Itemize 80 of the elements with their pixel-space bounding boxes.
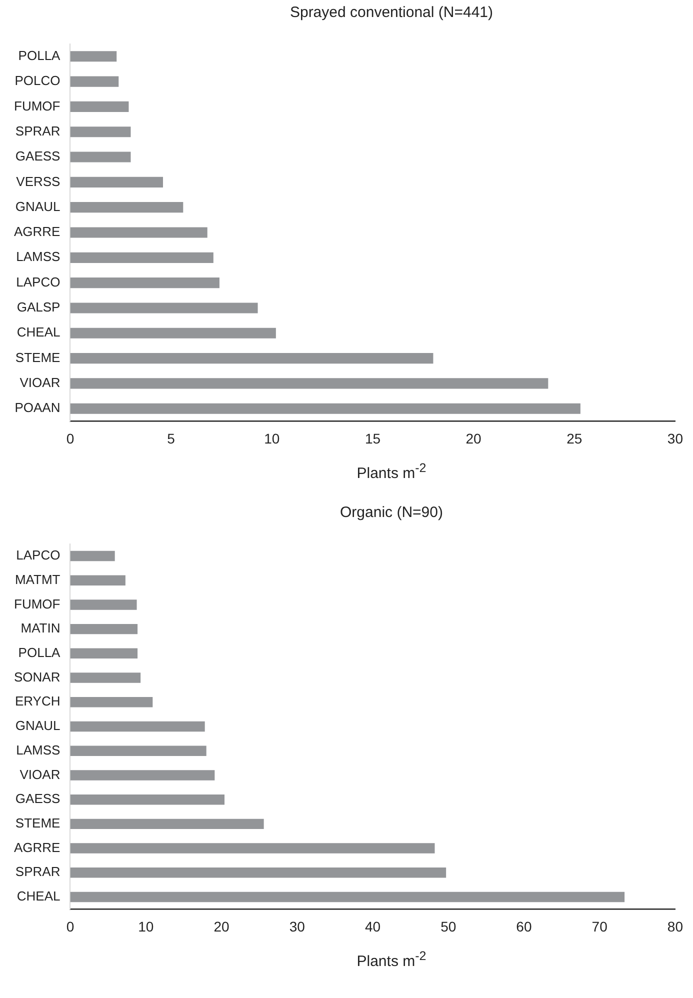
- x-tick-label: 10: [138, 918, 154, 934]
- bar: [70, 794, 224, 805]
- x-tick-label: 70: [592, 918, 608, 934]
- x-tick-label: 50: [440, 918, 456, 934]
- bar: [70, 252, 214, 263]
- y-tick-label: VERSS: [16, 174, 61, 189]
- x-tick-label: 10: [264, 430, 280, 446]
- bar: [70, 746, 206, 756]
- bar: [70, 176, 163, 188]
- bar: [70, 868, 446, 878]
- chart-title: Sprayed conventional (N=441): [288, 3, 494, 23]
- y-tick-label: STEME: [15, 350, 61, 365]
- y-tick-label: MATMT: [14, 572, 60, 587]
- y-tick-label: FUMOF: [14, 98, 60, 114]
- bar: [70, 648, 138, 659]
- bar: [70, 126, 131, 138]
- bar: [70, 892, 625, 902]
- y-tick-label: GNAUL: [15, 718, 60, 734]
- chart-title: Organic (N=90): [339, 503, 444, 523]
- bar: [70, 378, 548, 389]
- y-tick-label: MATIN: [20, 620, 60, 636]
- bar: [70, 818, 264, 830]
- y-tick-label: FUMOF: [14, 596, 60, 612]
- y-tick-label: GAESS: [15, 791, 61, 806]
- x-tick-label: 60: [516, 918, 532, 934]
- bar: [70, 672, 141, 683]
- bar: [70, 697, 153, 708]
- x-tick-label: 30: [667, 430, 684, 446]
- x-axis-title: Plants m$^{-2}$: [356, 948, 428, 972]
- x-tick-label: 5: [167, 430, 176, 446]
- y-tick-label: LAMSS: [16, 742, 61, 758]
- y-tick-label: POAAN: [14, 400, 60, 416]
- y-tick-label: GALSP: [16, 300, 60, 315]
- y-tick-label: SONAR: [14, 669, 60, 684]
- x-tick-label: 30: [289, 918, 306, 934]
- bar: [70, 575, 126, 586]
- bar: [70, 202, 184, 213]
- x-tick-label: 20: [466, 430, 482, 446]
- x-tick-label: 0: [66, 918, 74, 934]
- x-tick-label: 25: [566, 430, 582, 446]
- bar: [70, 353, 434, 364]
- y-tick-label: VIOAR: [20, 766, 60, 782]
- y-tick-label: SPRAR: [15, 864, 60, 880]
- bar: [70, 600, 137, 610]
- bar: [70, 76, 119, 87]
- bar: [70, 403, 580, 414]
- y-tick-label: POLCO: [14, 73, 60, 88]
- x-tick-label: 20: [214, 918, 230, 934]
- bar: [70, 770, 215, 780]
- bar: [70, 550, 115, 562]
- y-tick-label: LAPCO: [16, 274, 60, 290]
- y-tick-label: AGRRE: [14, 224, 61, 240]
- bar: [70, 843, 435, 854]
- x-tick-label: 15: [364, 430, 381, 446]
- bar: [70, 51, 117, 62]
- x-axis-title: Plants m$^{-2}$: [356, 460, 428, 484]
- bar: [70, 152, 131, 162]
- y-tick-label: GNAUL: [15, 198, 60, 214]
- x-tick-label: 40: [364, 918, 381, 934]
- y-tick-label: POLLA: [18, 645, 61, 660]
- y-tick-label: CHEAL: [16, 324, 60, 340]
- bar: [70, 328, 276, 338]
- y-tick-label: CHEAL: [16, 888, 60, 904]
- y-tick-label: LAPCO: [16, 548, 60, 563]
- y-tick-label: SPRAR: [15, 123, 60, 138]
- bar: [70, 624, 138, 634]
- y-tick-label: AGRRE: [14, 840, 61, 855]
- y-tick-label: VIOAR: [20, 375, 60, 390]
- y-tick-label: GAESS: [15, 148, 61, 164]
- bar: [70, 227, 208, 238]
- bar: [70, 302, 258, 314]
- y-tick-label: LAMSS: [16, 249, 61, 264]
- bar: [70, 721, 205, 732]
- y-tick-label: ERYCH: [14, 694, 60, 709]
- y-tick-label: STEME: [15, 816, 61, 831]
- bar: [70, 101, 129, 112]
- x-tick-label: 80: [667, 918, 684, 934]
- y-tick-label: POLLA: [18, 48, 61, 63]
- x-tick-label: 0: [66, 430, 74, 446]
- bar: [70, 278, 220, 288]
